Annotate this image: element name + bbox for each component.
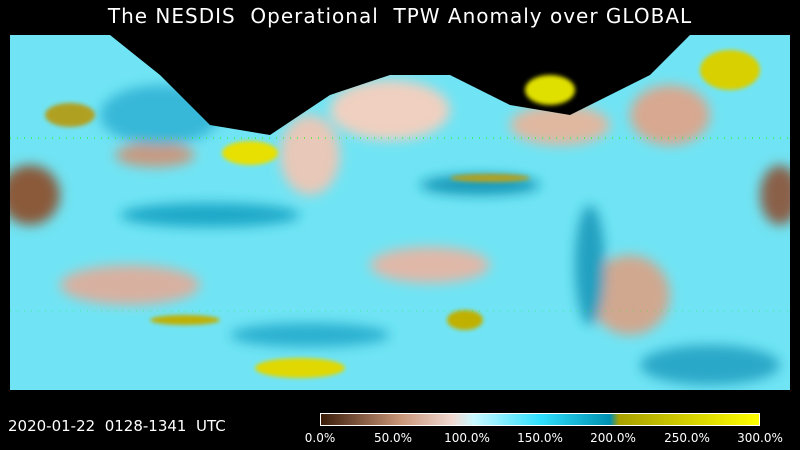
map-title: The NESDIS Operational TPW Anomaly over … xyxy=(107,4,693,28)
colorbar-label: 100.0% xyxy=(444,431,490,445)
colorbar-label: 150.0% xyxy=(517,431,563,445)
colorbar-label: 300.0% xyxy=(737,431,783,445)
high-anomaly-regions xyxy=(45,50,760,378)
tpw-anomaly-map xyxy=(10,35,790,405)
anomaly-field xyxy=(10,80,790,385)
no-data-regions xyxy=(10,35,790,405)
colorbar-label: 50.0% xyxy=(373,431,413,445)
colorbar xyxy=(320,413,760,426)
colorbar-label: 200.0% xyxy=(590,431,636,445)
timestamp: 2020-01-22 0128-1341 UTC xyxy=(8,417,226,435)
colorbar-label: 250.0% xyxy=(664,431,710,445)
colorbar-label: 0.0% xyxy=(304,431,336,445)
